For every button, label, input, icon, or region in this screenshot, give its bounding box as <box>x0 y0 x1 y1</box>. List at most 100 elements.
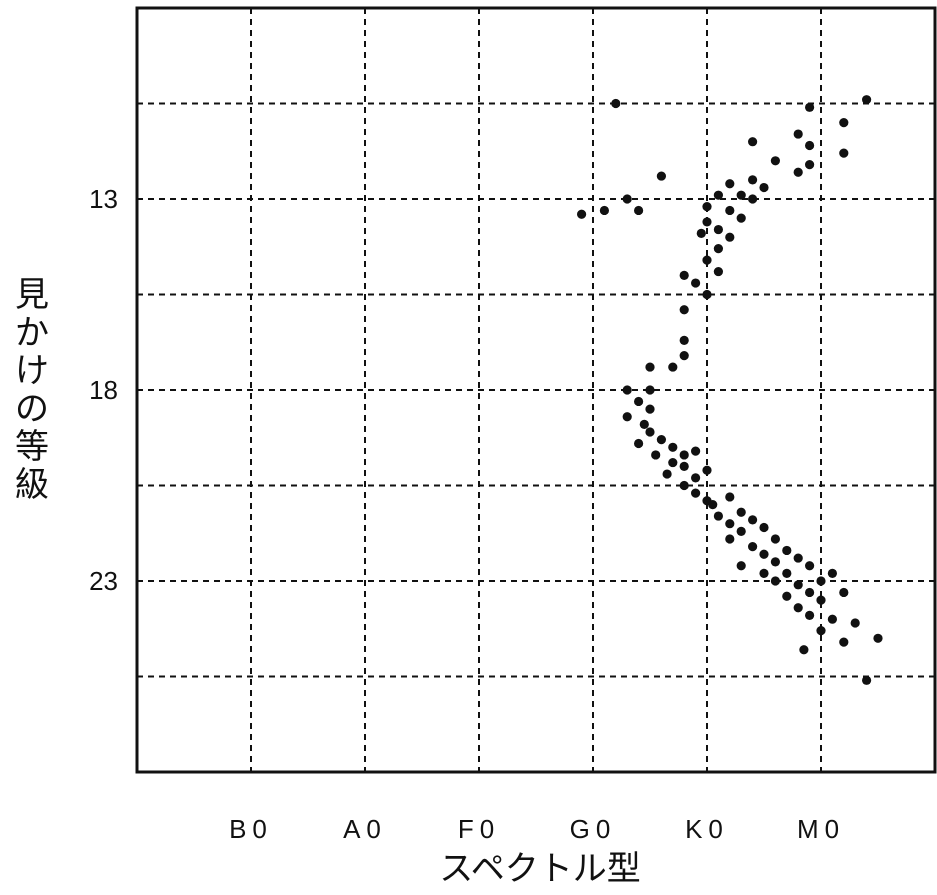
plot-frame <box>135 6 937 774</box>
data-point <box>805 561 815 571</box>
data-point <box>713 244 724 254</box>
data-point <box>645 404 655 414</box>
data-point <box>725 519 735 529</box>
data-point <box>839 587 849 598</box>
data-point <box>702 202 712 212</box>
data-point <box>736 507 746 517</box>
x-tick-b0: B0 <box>229 814 273 844</box>
data-point <box>679 351 689 361</box>
data-point <box>725 205 735 216</box>
x-tick-k0: K0 <box>685 814 729 844</box>
data-point <box>759 568 769 578</box>
data-point <box>713 511 724 521</box>
data-point <box>782 568 792 578</box>
data-point <box>679 461 689 471</box>
data-point <box>816 576 826 586</box>
data-point <box>713 266 724 277</box>
data-point <box>645 362 655 372</box>
y-tick-labels: 13 18 23 <box>89 184 118 596</box>
grid-lines <box>137 8 935 772</box>
data-point <box>782 545 792 556</box>
data-point <box>634 396 644 407</box>
data-point <box>651 450 661 460</box>
data-point <box>793 553 803 563</box>
data-point <box>668 442 678 452</box>
data-point <box>713 190 724 200</box>
data-point <box>862 675 872 685</box>
y-tick-13: 13 <box>89 184 118 214</box>
data-point <box>599 205 610 216</box>
data-point <box>679 305 689 315</box>
data-point <box>793 129 803 139</box>
data-point <box>805 140 815 151</box>
data-point <box>656 171 667 181</box>
data-point <box>736 526 746 536</box>
data-point <box>873 633 883 643</box>
data-point <box>634 205 644 216</box>
y-tick-23: 23 <box>89 566 118 596</box>
data-point <box>770 534 781 544</box>
data-point <box>805 587 815 598</box>
data-point <box>645 385 655 395</box>
data-point <box>668 457 678 468</box>
data-point <box>691 473 701 483</box>
data-point <box>748 194 758 204</box>
data-point <box>679 335 689 345</box>
data-point <box>662 469 672 479</box>
data-point <box>691 488 701 498</box>
data-point <box>736 190 746 200</box>
data-point <box>748 515 758 525</box>
data-point <box>862 95 872 105</box>
data-point <box>702 217 712 227</box>
x-tick-f0: F0 <box>458 814 500 844</box>
y-axis-label-char: の <box>15 389 49 429</box>
data-point <box>850 618 860 628</box>
data-point <box>805 610 815 620</box>
data-point <box>759 549 769 559</box>
data-point <box>656 435 667 445</box>
data-point <box>839 148 849 158</box>
data-point <box>736 213 746 223</box>
data-point <box>725 492 735 502</box>
y-tick-18: 18 <box>89 375 118 405</box>
data-point <box>782 591 792 601</box>
data-point <box>622 194 632 204</box>
data-point <box>691 278 701 288</box>
data-point <box>696 228 706 238</box>
data-point <box>748 542 758 552</box>
data-point <box>708 500 718 510</box>
data-point <box>679 270 689 280</box>
data-point <box>725 179 735 189</box>
data-point <box>839 637 849 647</box>
data-point <box>793 580 803 590</box>
data-point <box>770 576 781 586</box>
data-point <box>691 446 701 456</box>
data-point <box>622 385 632 395</box>
data-point <box>725 232 735 242</box>
data-point <box>679 450 689 460</box>
data-point <box>770 156 781 166</box>
data-point <box>748 137 758 147</box>
data-point <box>770 557 781 567</box>
y-axis-label-char: け <box>15 351 49 391</box>
data-point <box>645 427 655 437</box>
x-tick-labels: B0 A0 F0 G0 K0 M0 <box>229 814 845 844</box>
data-point <box>799 645 809 655</box>
y-axis-label-char: 見 <box>15 275 49 315</box>
data-point <box>816 626 826 636</box>
x-tick-a0: A0 <box>343 814 387 844</box>
data-point <box>793 167 803 177</box>
data-point <box>702 465 712 475</box>
data-point <box>679 480 689 491</box>
data-point <box>736 561 746 571</box>
data-point <box>622 412 632 422</box>
data-point <box>725 534 735 544</box>
data-point <box>668 362 678 372</box>
data-point <box>793 603 803 613</box>
data-point <box>759 522 769 533</box>
data-point <box>639 419 649 429</box>
data-point <box>702 289 712 300</box>
x-tick-m0: M0 <box>797 814 845 844</box>
data-point <box>759 182 769 193</box>
data-point <box>839 118 849 128</box>
